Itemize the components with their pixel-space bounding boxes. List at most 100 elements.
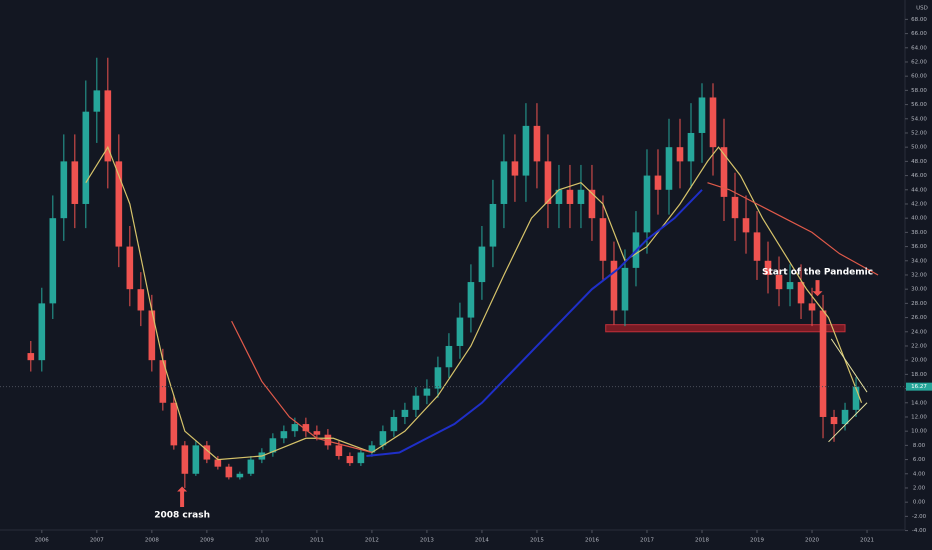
y-tick-label: 22.00 <box>911 343 927 349</box>
candle-body <box>181 445 189 474</box>
y-tick-label: 66.00 <box>911 31 927 37</box>
trendline <box>830 338 868 393</box>
candle-body <box>60 161 68 219</box>
candle-body <box>665 147 673 190</box>
y-tick-label: 30.00 <box>911 287 927 293</box>
candle-body <box>786 282 794 290</box>
candle-body <box>214 459 222 467</box>
x-tick-label: 2013 <box>420 538 434 544</box>
x-tick-label: 2006 <box>35 538 49 544</box>
y-tick-label: 10.00 <box>911 429 927 435</box>
candle-body <box>478 246 486 283</box>
candle-body <box>170 402 178 446</box>
candle-body <box>434 367 442 389</box>
y-tick-label: 20.00 <box>911 358 927 364</box>
candle-body <box>720 147 728 197</box>
candle-body <box>148 310 156 361</box>
annotation-label: 2008 crash <box>154 510 210 520</box>
y-tick-label: 0.00 <box>913 500 926 506</box>
support-zone <box>605 324 846 333</box>
y-tick-label: -4.00 <box>912 528 927 534</box>
y-tick-label: 12.00 <box>911 414 927 420</box>
candle-body <box>676 147 684 162</box>
candle-body <box>401 409 409 417</box>
annotation-arrow <box>177 486 188 507</box>
currency-label: USD <box>916 6 928 12</box>
y-tick-label: 56.00 <box>911 102 927 108</box>
y-tick-label: 24.00 <box>911 329 927 335</box>
y-tick-label: 32.00 <box>911 272 927 278</box>
candle-body <box>643 175 651 233</box>
candle-body <box>445 345 453 368</box>
candle-body <box>797 282 805 304</box>
y-tick-label: 42.00 <box>911 201 927 207</box>
candle-body <box>533 125 541 162</box>
x-tick-label: 2014 <box>475 538 489 544</box>
candle-body <box>368 445 376 453</box>
candle-body <box>852 386 860 410</box>
last-price-label: 16.27 <box>911 384 927 390</box>
candle-body <box>412 395 420 410</box>
candle-body <box>192 445 200 474</box>
candle-body <box>610 260 618 311</box>
y-tick-label: 36.00 <box>911 244 927 250</box>
candle-body <box>104 90 112 162</box>
candle-body <box>302 424 310 432</box>
x-tick-label: 2021 <box>860 538 874 544</box>
moving-average <box>707 182 879 276</box>
candle-body <box>841 409 849 425</box>
y-tick-label: 68.00 <box>911 17 927 23</box>
y-tick-label: 38.00 <box>911 230 927 236</box>
candle-body <box>346 456 354 464</box>
x-tick-label: 2012 <box>365 538 379 544</box>
candle-body <box>753 232 761 261</box>
trendline <box>828 402 868 443</box>
y-tick-label: 14.00 <box>911 400 927 406</box>
candle-body <box>709 97 717 148</box>
x-tick-label: 2010 <box>255 538 269 544</box>
y-tick-label: 50.00 <box>911 145 927 151</box>
x-tick-label: 2018 <box>695 538 709 544</box>
moving-average <box>231 320 373 454</box>
x-tick-label: 2008 <box>145 538 159 544</box>
y-tick-label: 18.00 <box>911 372 927 378</box>
x-tick-label: 2007 <box>90 538 104 544</box>
candle-body <box>698 97 706 133</box>
candle-body <box>324 434 332 446</box>
candle-body <box>731 196 739 219</box>
y-tick-label: 28.00 <box>911 301 927 307</box>
candle-body <box>313 431 321 435</box>
candle-body <box>379 431 387 446</box>
candle-body <box>819 310 827 417</box>
y-tick-label: 44.00 <box>911 187 927 193</box>
candle-body <box>280 431 288 439</box>
candle-body <box>423 388 431 396</box>
candle-body <box>357 452 365 464</box>
last-price-tag <box>906 382 932 391</box>
candle-body <box>830 416 838 425</box>
candle-body <box>137 289 145 311</box>
candle-body <box>467 282 475 318</box>
y-tick-label: 62.00 <box>911 59 927 65</box>
x-tick-label: 2017 <box>640 538 654 544</box>
y-tick-label: 34.00 <box>911 258 927 264</box>
y-tick-label: 46.00 <box>911 173 927 179</box>
candle-body <box>27 353 35 361</box>
candle-body <box>126 246 134 290</box>
x-tick-label: 2015 <box>530 538 544 544</box>
candle-body <box>236 473 244 478</box>
candle-body <box>654 175 662 190</box>
y-tick-label: 52.00 <box>911 130 927 136</box>
y-tick-label: 40.00 <box>911 216 927 222</box>
x-tick-label: 2011 <box>310 538 324 544</box>
candle-body <box>291 424 299 432</box>
candle-body <box>742 218 750 233</box>
moving-average <box>366 189 703 458</box>
candle-body <box>555 189 563 204</box>
y-tick-label: 6.00 <box>913 457 926 463</box>
candle-body <box>588 189 596 219</box>
candle-body <box>335 445 343 457</box>
y-tick-label: 60.00 <box>911 74 927 80</box>
y-tick-label: 8.00 <box>913 443 926 449</box>
